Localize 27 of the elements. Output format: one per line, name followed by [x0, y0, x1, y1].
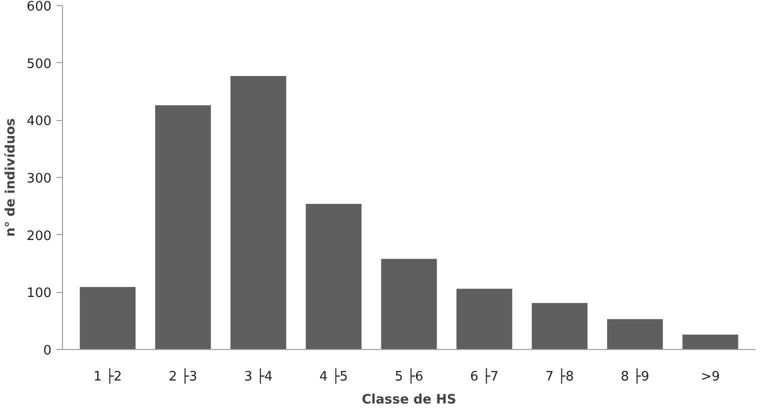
bar: [80, 287, 136, 350]
x-tick-label: >9: [700, 370, 720, 384]
y-tick-label: 500: [26, 56, 52, 72]
x-tick-label: 4 ├5: [319, 368, 348, 384]
bar: [682, 334, 738, 350]
x-tick-label: 7 ├8: [545, 368, 574, 384]
x-axis-title: Classe de HS: [362, 392, 456, 408]
bar: [155, 105, 211, 350]
y-tick-label: 600: [26, 0, 52, 14]
x-tick-label: 2 ├3: [168, 368, 198, 384]
y-tick-label: 400: [26, 114, 52, 130]
bar: [306, 204, 362, 350]
bar: [230, 76, 286, 350]
x-tick-label: 8 ├9: [620, 368, 650, 384]
y-tick-label: 0: [43, 344, 52, 358]
y-tick-label: 300: [26, 172, 52, 186]
bar: [607, 319, 663, 350]
x-tick-label: 1 ├2: [93, 368, 122, 384]
bar: [532, 303, 588, 350]
y-tick-label: 200: [26, 228, 52, 244]
bar: [456, 288, 512, 350]
x-tick-label: 5 ├6: [394, 368, 424, 384]
y-axis-title: n° de indivíduos: [4, 118, 19, 237]
x-tick-label: 3 ├4: [244, 368, 273, 384]
bar: [381, 258, 437, 350]
y-tick-label: 100: [26, 286, 52, 302]
x-tick-label: 6 ├7: [470, 368, 499, 384]
